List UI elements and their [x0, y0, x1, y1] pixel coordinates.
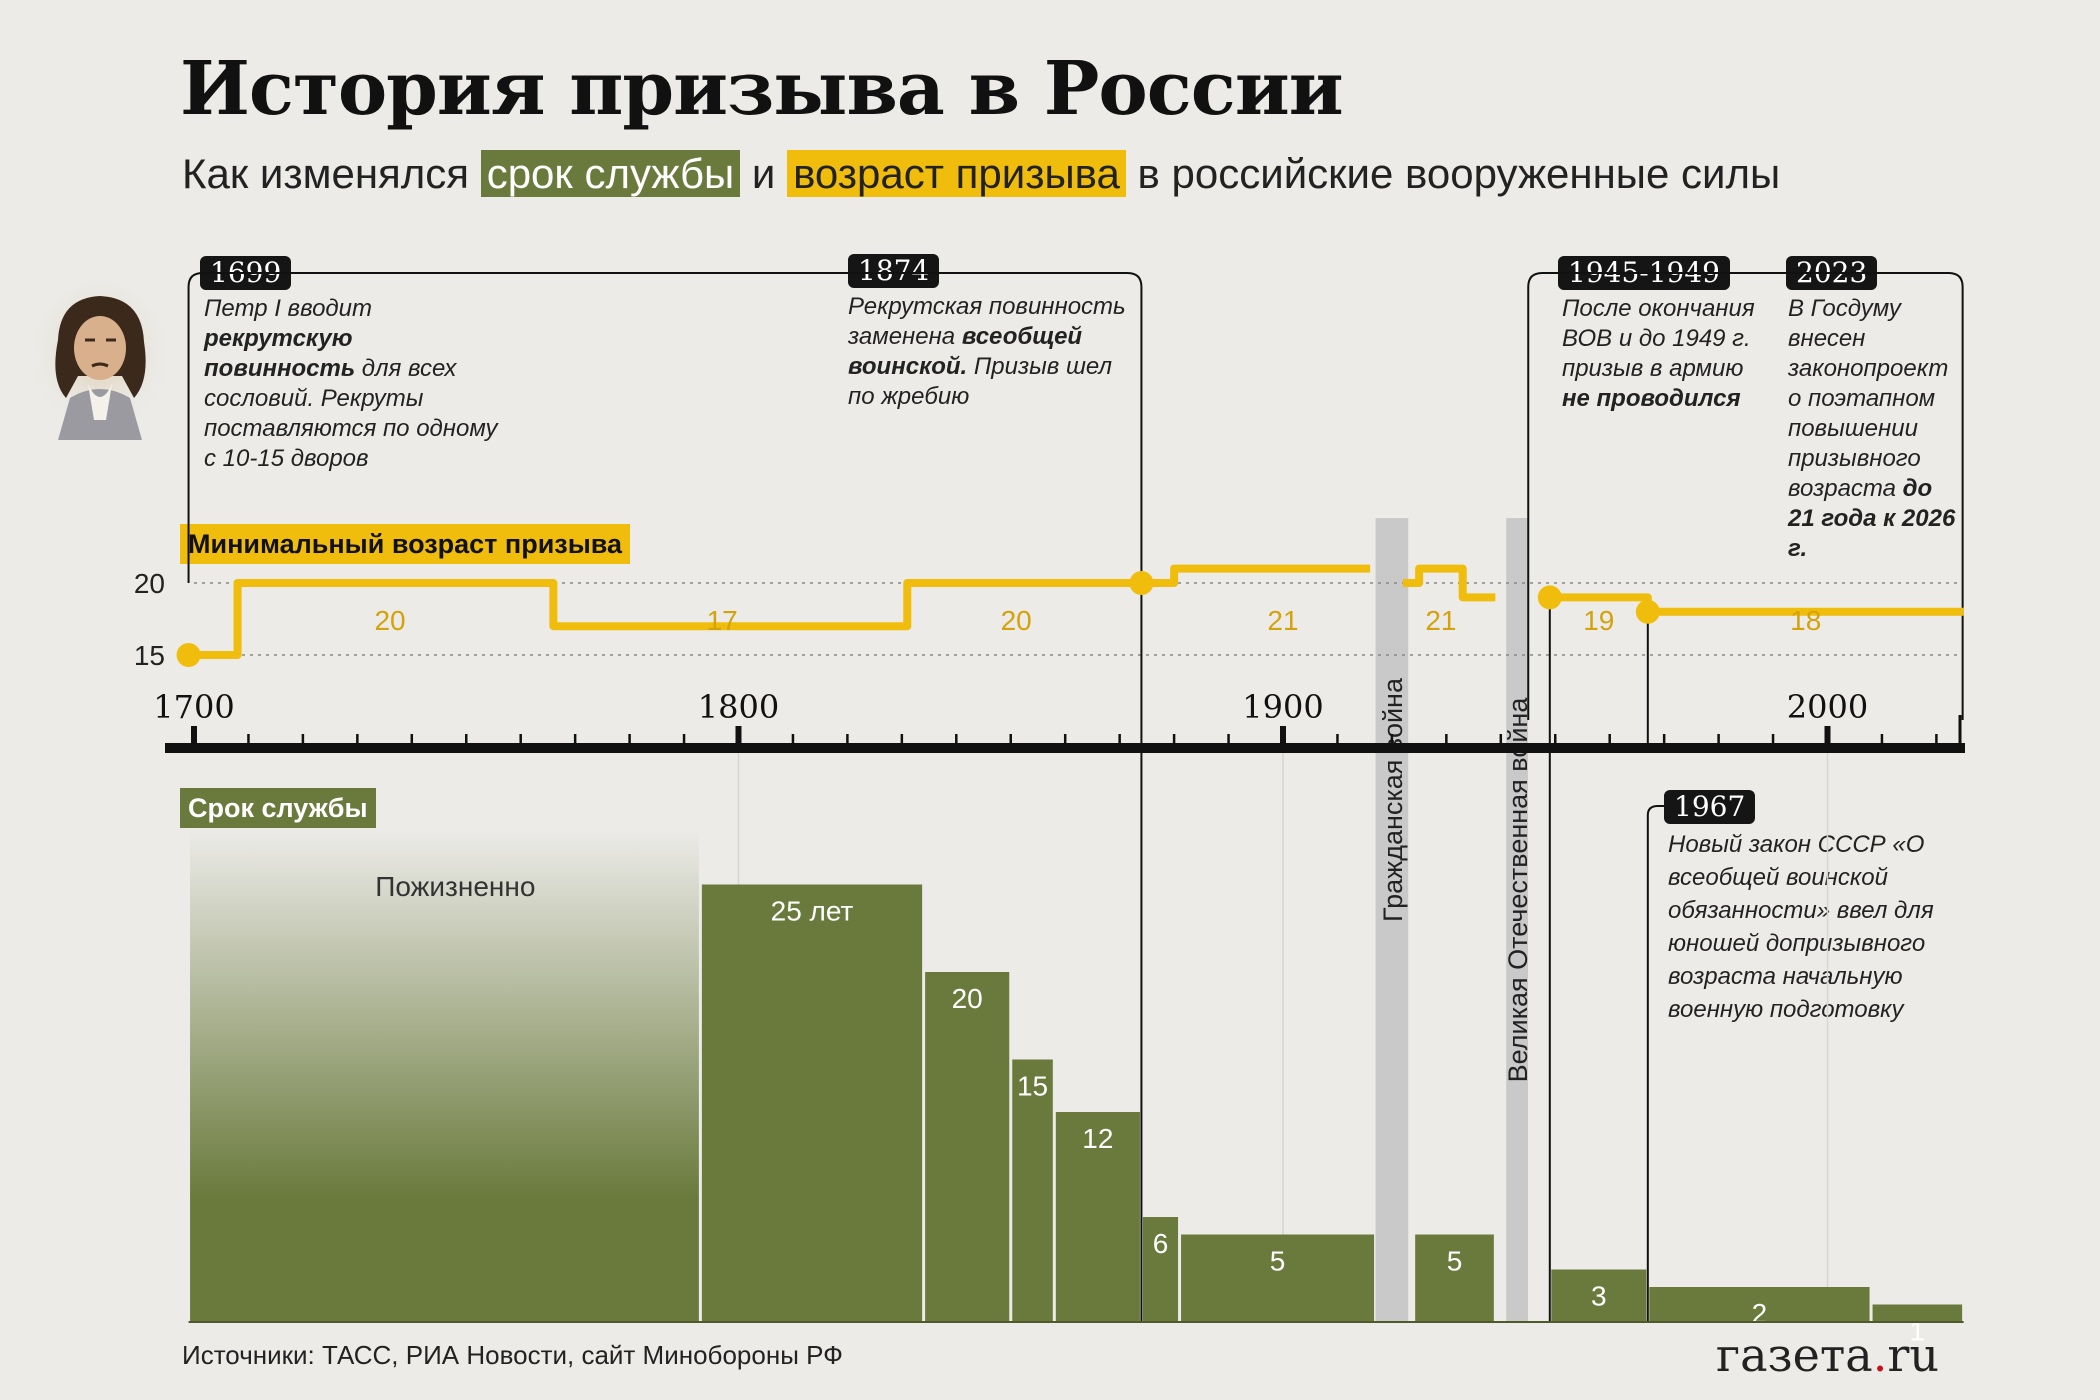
event-connector [187, 272, 1143, 583]
chart-subtitle: Как изменялся срок службы и возраст приз… [182, 150, 1780, 198]
service-bar-label: 2 [1752, 1298, 1768, 1329]
service-bar-label: 3 [1591, 1281, 1607, 1312]
subtitle-age-highlight: возраст призыва [787, 150, 1126, 197]
service-bar-lifelong [190, 830, 699, 1322]
service-bar-label: 1 [1910, 1316, 1926, 1347]
service-bar [1551, 1269, 1647, 1322]
source-note: Источники: ТАСС, РИА Новости, сайт Миноб… [182, 1340, 843, 1370]
service-bar-label: Пожизненно [375, 871, 535, 902]
event-1699-text: Петр I вводит рекрутскую повинность для … [204, 295, 498, 472]
service-bar [1415, 1234, 1494, 1322]
war-label: Гражданская война [1378, 677, 1408, 922]
service-bar-label: 5 [1270, 1246, 1286, 1277]
event-2023-text: В Госдуму внесен законопроект о поэтапно… [1788, 295, 1956, 562]
age-marker-dot [176, 643, 201, 667]
year-tick-label: 1900 [1242, 688, 1323, 726]
age-marker-dot [1537, 585, 1562, 610]
brand-post: ru [1887, 1328, 1939, 1382]
age-section-label: Минимальный возраст призыва [180, 524, 631, 564]
service-bar-label: 25 лет [771, 896, 854, 927]
event-1874-year: 1874 [848, 254, 940, 288]
age-tick-label: 20 [134, 568, 165, 599]
service-bar [1012, 1059, 1053, 1322]
subtitle-part1: Как изменялся [182, 150, 481, 197]
age-marker-dot [1635, 599, 1660, 624]
age-value-label: 21 [1267, 605, 1298, 636]
age-step-line [188, 564, 1964, 659]
age-value-label: 17 [707, 605, 738, 636]
brand-logo: газета.ru [1716, 1328, 1939, 1382]
event-1967-text: Новый закон СССР «О всеобщей воинской об… [1668, 831, 1934, 1023]
year-tick-label: 1700 [153, 688, 234, 726]
age-tick-label: 15 [134, 640, 165, 671]
peter-portrait-image [32, 282, 168, 440]
service-bar-label: 20 [952, 983, 983, 1014]
age-value-label: 18 [1790, 605, 1821, 636]
age-value-label: 20 [1001, 605, 1032, 636]
year-tick-label: 1800 [698, 688, 779, 726]
service-bar [701, 884, 923, 1322]
subtitle-part2: и [740, 150, 788, 197]
service-bar-label: 6 [1153, 1228, 1169, 1259]
event-connector [1646, 805, 1665, 1322]
brand-dot: . [1872, 1328, 1888, 1382]
subtitle-part3: в российские вооруженные силы [1125, 150, 1781, 197]
war-label: Великая Отечественная война [1503, 697, 1533, 1083]
event-1967-year: 1967 [1664, 790, 1756, 824]
age-value-label: 19 [1583, 605, 1614, 636]
service-bar [1872, 1304, 1963, 1322]
service-section-label: Срок службы [180, 788, 376, 828]
chart-title: История призыва в России [180, 46, 1344, 132]
service-bar-label: 12 [1082, 1123, 1113, 1154]
age-marker-dot [1129, 571, 1154, 595]
service-bar [1649, 1287, 1870, 1322]
age-value-label: 20 [374, 605, 405, 636]
service-bar [1055, 1112, 1140, 1322]
service-bar [1181, 1234, 1375, 1322]
service-bar [1142, 1217, 1179, 1322]
subtitle-service-highlight: срок службы [480, 150, 741, 197]
service-bar-label: 5 [1447, 1246, 1463, 1277]
service-bar [925, 972, 1010, 1322]
event-1874-text: Рекрутская повинность заменена всеобщей … [848, 293, 1126, 410]
age-value-label: 21 [1425, 605, 1456, 636]
year-tick-label: 2000 [1787, 688, 1868, 726]
event-1945-text: После окончания ВОВ и до 1949 г. призыв … [1562, 295, 1755, 412]
war-band [1375, 518, 1409, 1322]
war-band [1506, 518, 1529, 1322]
event-connector [1527, 272, 1964, 720]
service-bar-label: 15 [1017, 1071, 1048, 1102]
brand-pre: газета [1716, 1328, 1873, 1382]
